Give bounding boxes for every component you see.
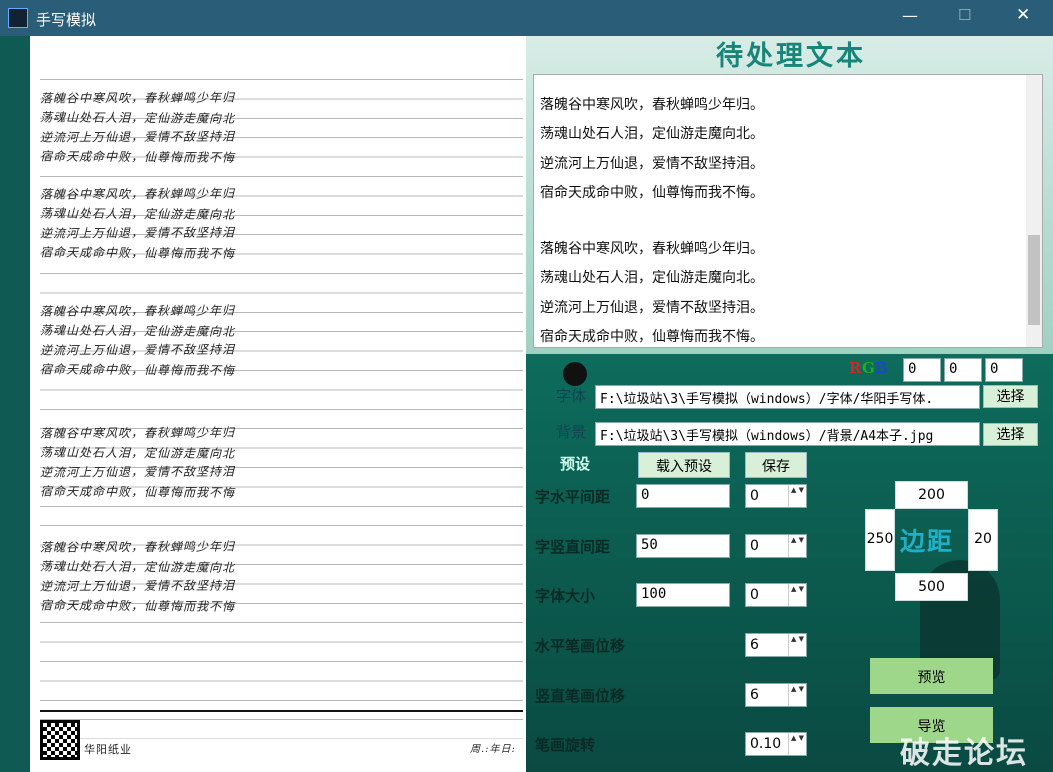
margin-label: 边距 bbox=[900, 527, 955, 556]
handwritten-line: 落魄谷中寒风吹，春秋蝉鸣少年归 bbox=[39, 425, 236, 441]
window-title: 手写模拟 bbox=[36, 11, 97, 29]
h-stroke-label: 水平笔画位移 bbox=[535, 637, 626, 655]
rgb-label: G bbox=[862, 359, 875, 377]
save-button[interactable]: 保存 bbox=[745, 452, 807, 478]
value: 0 bbox=[750, 538, 759, 554]
rgb-label: B bbox=[875, 359, 888, 377]
paper-preview: 华阳纸业 周.:年日: 落魄谷中寒风吹，春秋蝉鸣少年归 荡魂山处石人泪，定仙游走魔… bbox=[30, 36, 526, 772]
h-spacing-input[interactable]: 0 bbox=[636, 484, 730, 508]
title-bar: 手写模拟 — ☐ ✕ bbox=[0, 0, 1053, 36]
rgb-input[interactable]: 0 bbox=[944, 358, 982, 382]
v-spacing-jitter-spinner[interactable]: 0 ▲ ▼ bbox=[745, 534, 807, 558]
text-line: 荡魂山处石人泪，定仙游走魔向北。 bbox=[540, 126, 764, 143]
close-button[interactable]: ✕ bbox=[1016, 5, 1031, 25]
preview-button[interactable]: 预览 bbox=[870, 658, 993, 694]
handwritten-line: 宿命天成命中败，仙尊悔而我不悔 bbox=[39, 483, 236, 500]
app-icon bbox=[8, 8, 28, 28]
value: 0 bbox=[750, 488, 759, 504]
handwritten-line: 落魄谷中寒风吹，春秋蝉鸣少年归 bbox=[39, 90, 236, 106]
rotation-spinner[interactable]: 0.10 ▲ ▼ bbox=[745, 732, 807, 756]
preset-label: 预设 bbox=[560, 455, 591, 473]
h-spacing-jitter-spinner[interactable]: 0 ▲ ▼ bbox=[745, 484, 807, 508]
handwritten-line: 宿命天成命中败，仙尊悔而我不悔 bbox=[39, 148, 236, 165]
text-line: 宿命天成命中败，仙尊悔而我不悔。 bbox=[540, 328, 764, 345]
rgb-input[interactable]: 0 bbox=[985, 358, 1023, 382]
background-choose-button[interactable]: 选择 bbox=[983, 423, 1038, 446]
margin-top-input[interactable]: 200 bbox=[895, 481, 968, 509]
spin-arrows[interactable]: ▲ ▼ bbox=[788, 684, 806, 706]
scrollbar[interactable] bbox=[1026, 75, 1042, 347]
rgb-label: R bbox=[849, 359, 862, 377]
handwritten-line: 逆流河上万仙退，爱情不敌坚持泪 bbox=[39, 342, 236, 358]
font-size-input[interactable]: 100 bbox=[636, 583, 730, 607]
background-path-input[interactable]: F:\垃圾站\3\手写模拟（windows）/背景/A4本子.jpg bbox=[595, 422, 980, 446]
load-preset-button[interactable]: 载入预设 bbox=[638, 452, 730, 478]
handwritten-line: 荡魂山处石人泪，定仙游走魔向北 bbox=[39, 322, 236, 339]
font-label: 字体 bbox=[556, 387, 587, 405]
export-button[interactable]: 导览 bbox=[870, 707, 993, 743]
spider-icon bbox=[563, 362, 587, 386]
h-stroke-spinner[interactable]: 6 ▲ ▼ bbox=[745, 633, 807, 657]
spin-arrows[interactable]: ▲ ▼ bbox=[788, 584, 806, 606]
handwritten-line: 宿命天成命中败，仙尊悔而我不悔 bbox=[39, 597, 236, 614]
text-line: 落魄谷中寒风吹，春秋蝉鸣少年归。 bbox=[540, 241, 764, 257]
text-line: 落魄谷中寒风吹，春秋蝉鸣少年归。 bbox=[540, 97, 764, 113]
text-input[interactable]: 落魄谷中寒风吹，春秋蝉鸣少年归。 荡魂山处石人泪，定仙游走魔向北。 逆流河上万仙退，… bbox=[533, 74, 1043, 348]
maximize-button[interactable]: ☐ bbox=[958, 6, 972, 24]
margin-right-input[interactable]: 20 bbox=[968, 509, 998, 571]
h-spacing-label: 字水平间距 bbox=[535, 488, 611, 506]
handwritten-line: 逆流河上万仙退，爱情不敌坚持泪 bbox=[39, 578, 236, 594]
font-size-label: 字体大小 bbox=[535, 587, 596, 605]
font-path-input[interactable]: F:\垃圾站\3\手写模拟（windows）/字体/华阳手写体. bbox=[595, 385, 980, 409]
v-stroke-label: 竖直笔画位移 bbox=[535, 687, 626, 705]
rotation-label: 笔画旋转 bbox=[535, 736, 596, 754]
background-label: 背景 bbox=[556, 423, 587, 441]
v-spacing-label: 字竖直间距 bbox=[535, 538, 611, 556]
spin-arrows[interactable]: ▲ ▼ bbox=[788, 634, 806, 656]
spin-arrows[interactable]: ▲ ▼ bbox=[788, 733, 806, 755]
watermark: 破走论坛 bbox=[900, 736, 1028, 771]
scrollbar-thumb[interactable] bbox=[1028, 235, 1040, 325]
handwritten-line: 荡魂山处石人泪，定仙游走魔向北 bbox=[39, 205, 236, 222]
text-line: 逆流河上万仙退，爱情不敌坚持泪。 bbox=[540, 299, 764, 316]
footer-rule bbox=[40, 710, 523, 712]
value: 0.10 bbox=[750, 736, 782, 752]
margin-bottom-input[interactable]: 500 bbox=[895, 573, 968, 601]
value: 6 bbox=[750, 687, 759, 703]
minimize-button[interactable]: — bbox=[902, 6, 918, 25]
handwritten-line: 宿命天成命中败，仙尊悔而我不悔 bbox=[39, 361, 236, 378]
value: 0 bbox=[750, 587, 759, 603]
spin-arrows[interactable]: ▲ ▼ bbox=[788, 535, 806, 557]
font-size-jitter-spinner[interactable]: 0 ▲ ▼ bbox=[745, 583, 807, 607]
value: 6 bbox=[750, 637, 759, 653]
handwritten-line: 落魄谷中寒风吹，春秋蝉鸣少年归 bbox=[39, 186, 236, 202]
text-panel-title: 待处理文本 bbox=[716, 41, 866, 72]
rgb-input[interactable]: 0 bbox=[903, 358, 941, 382]
text-line: 逆流河上万仙退，爱情不敌坚持泪。 bbox=[540, 155, 764, 172]
handwritten-line: 逆流河上万仙退，爱情不敌坚持泪 bbox=[39, 129, 236, 145]
handwritten-line: 逆流河上万仙退，爱情不敌坚持泪 bbox=[39, 225, 236, 241]
paper-brand: 华阳纸业 bbox=[84, 743, 132, 756]
text-line: 荡魂山处石人泪，定仙游走魔向北。 bbox=[540, 270, 764, 287]
v-spacing-input[interactable]: 50 bbox=[636, 534, 730, 558]
v-stroke-spinner[interactable]: 6 ▲ ▼ bbox=[745, 683, 807, 707]
margin-left-input[interactable]: 250 bbox=[865, 509, 895, 571]
handwritten-line: 宿命天成命中败，仙尊悔而我不悔 bbox=[39, 244, 236, 261]
handwritten-line: 落魄谷中寒风吹，春秋蝉鸣少年归 bbox=[39, 539, 236, 555]
handwritten-line: 荡魂山处石人泪，定仙游走魔向北 bbox=[39, 558, 236, 575]
handwritten-line: 逆流河上万仙退，爱情不敌坚持泪 bbox=[39, 464, 236, 480]
ruled-lines bbox=[40, 79, 523, 739]
qr-code bbox=[40, 720, 80, 760]
handwritten-line: 荡魂山处石人泪，定仙游走魔向北 bbox=[39, 444, 236, 461]
paper-date: 周.:年日: bbox=[470, 744, 516, 755]
handwritten-line: 落魄谷中寒风吹，春秋蝉鸣少年归 bbox=[39, 303, 236, 319]
handwritten-line: 荡魂山处石人泪，定仙游走魔向北 bbox=[39, 109, 236, 126]
text-line: 宿命天成命中败，仙尊悔而我不悔。 bbox=[540, 184, 764, 201]
font-choose-button[interactable]: 选择 bbox=[983, 385, 1038, 408]
spin-arrows[interactable]: ▲ ▼ bbox=[788, 485, 806, 507]
